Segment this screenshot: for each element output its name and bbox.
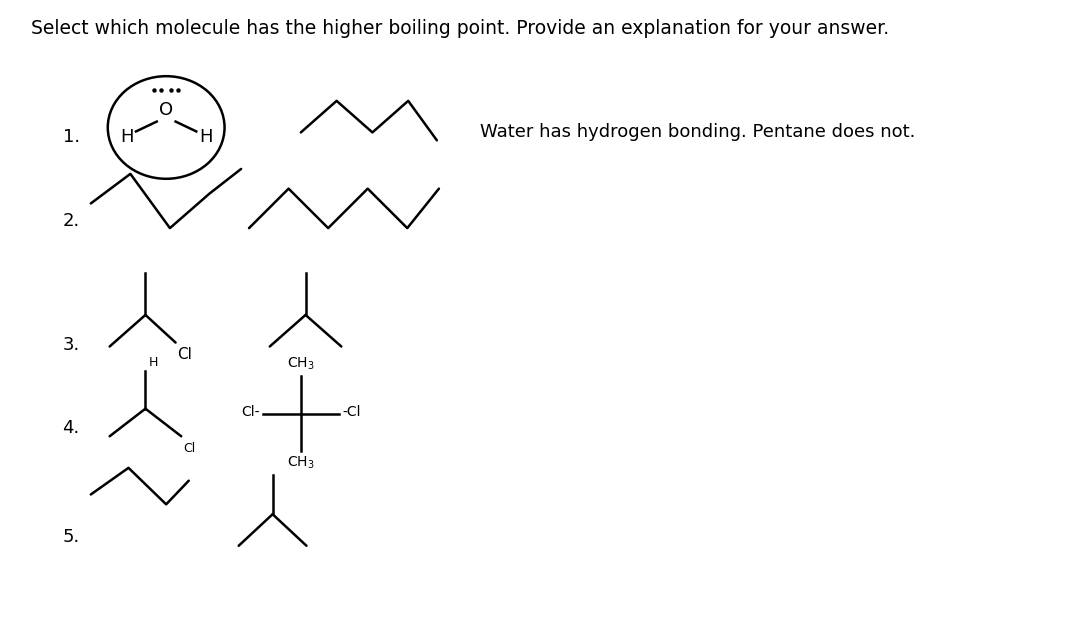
Text: Cl: Cl — [183, 442, 195, 455]
Text: 5.: 5. — [63, 528, 80, 546]
Text: H: H — [199, 128, 212, 146]
Text: CH$_3$: CH$_3$ — [287, 356, 314, 372]
Text: H: H — [119, 128, 133, 146]
Text: 4.: 4. — [63, 419, 80, 437]
Text: Water has hydrogen bonding. Pentane does not.: Water has hydrogen bonding. Pentane does… — [480, 123, 916, 141]
Text: 2.: 2. — [63, 212, 80, 230]
Text: 3.: 3. — [63, 335, 80, 353]
Text: O: O — [159, 100, 173, 118]
Text: Select which molecule has the higher boiling point. Provide an explanation for y: Select which molecule has the higher boi… — [31, 19, 889, 38]
Text: 1.: 1. — [63, 128, 80, 146]
Text: H: H — [149, 356, 159, 369]
Text: CH$_3$: CH$_3$ — [287, 455, 314, 471]
Text: Cl: Cl — [177, 347, 192, 361]
Text: -Cl: -Cl — [342, 405, 360, 418]
Text: Cl-: Cl- — [241, 405, 259, 418]
